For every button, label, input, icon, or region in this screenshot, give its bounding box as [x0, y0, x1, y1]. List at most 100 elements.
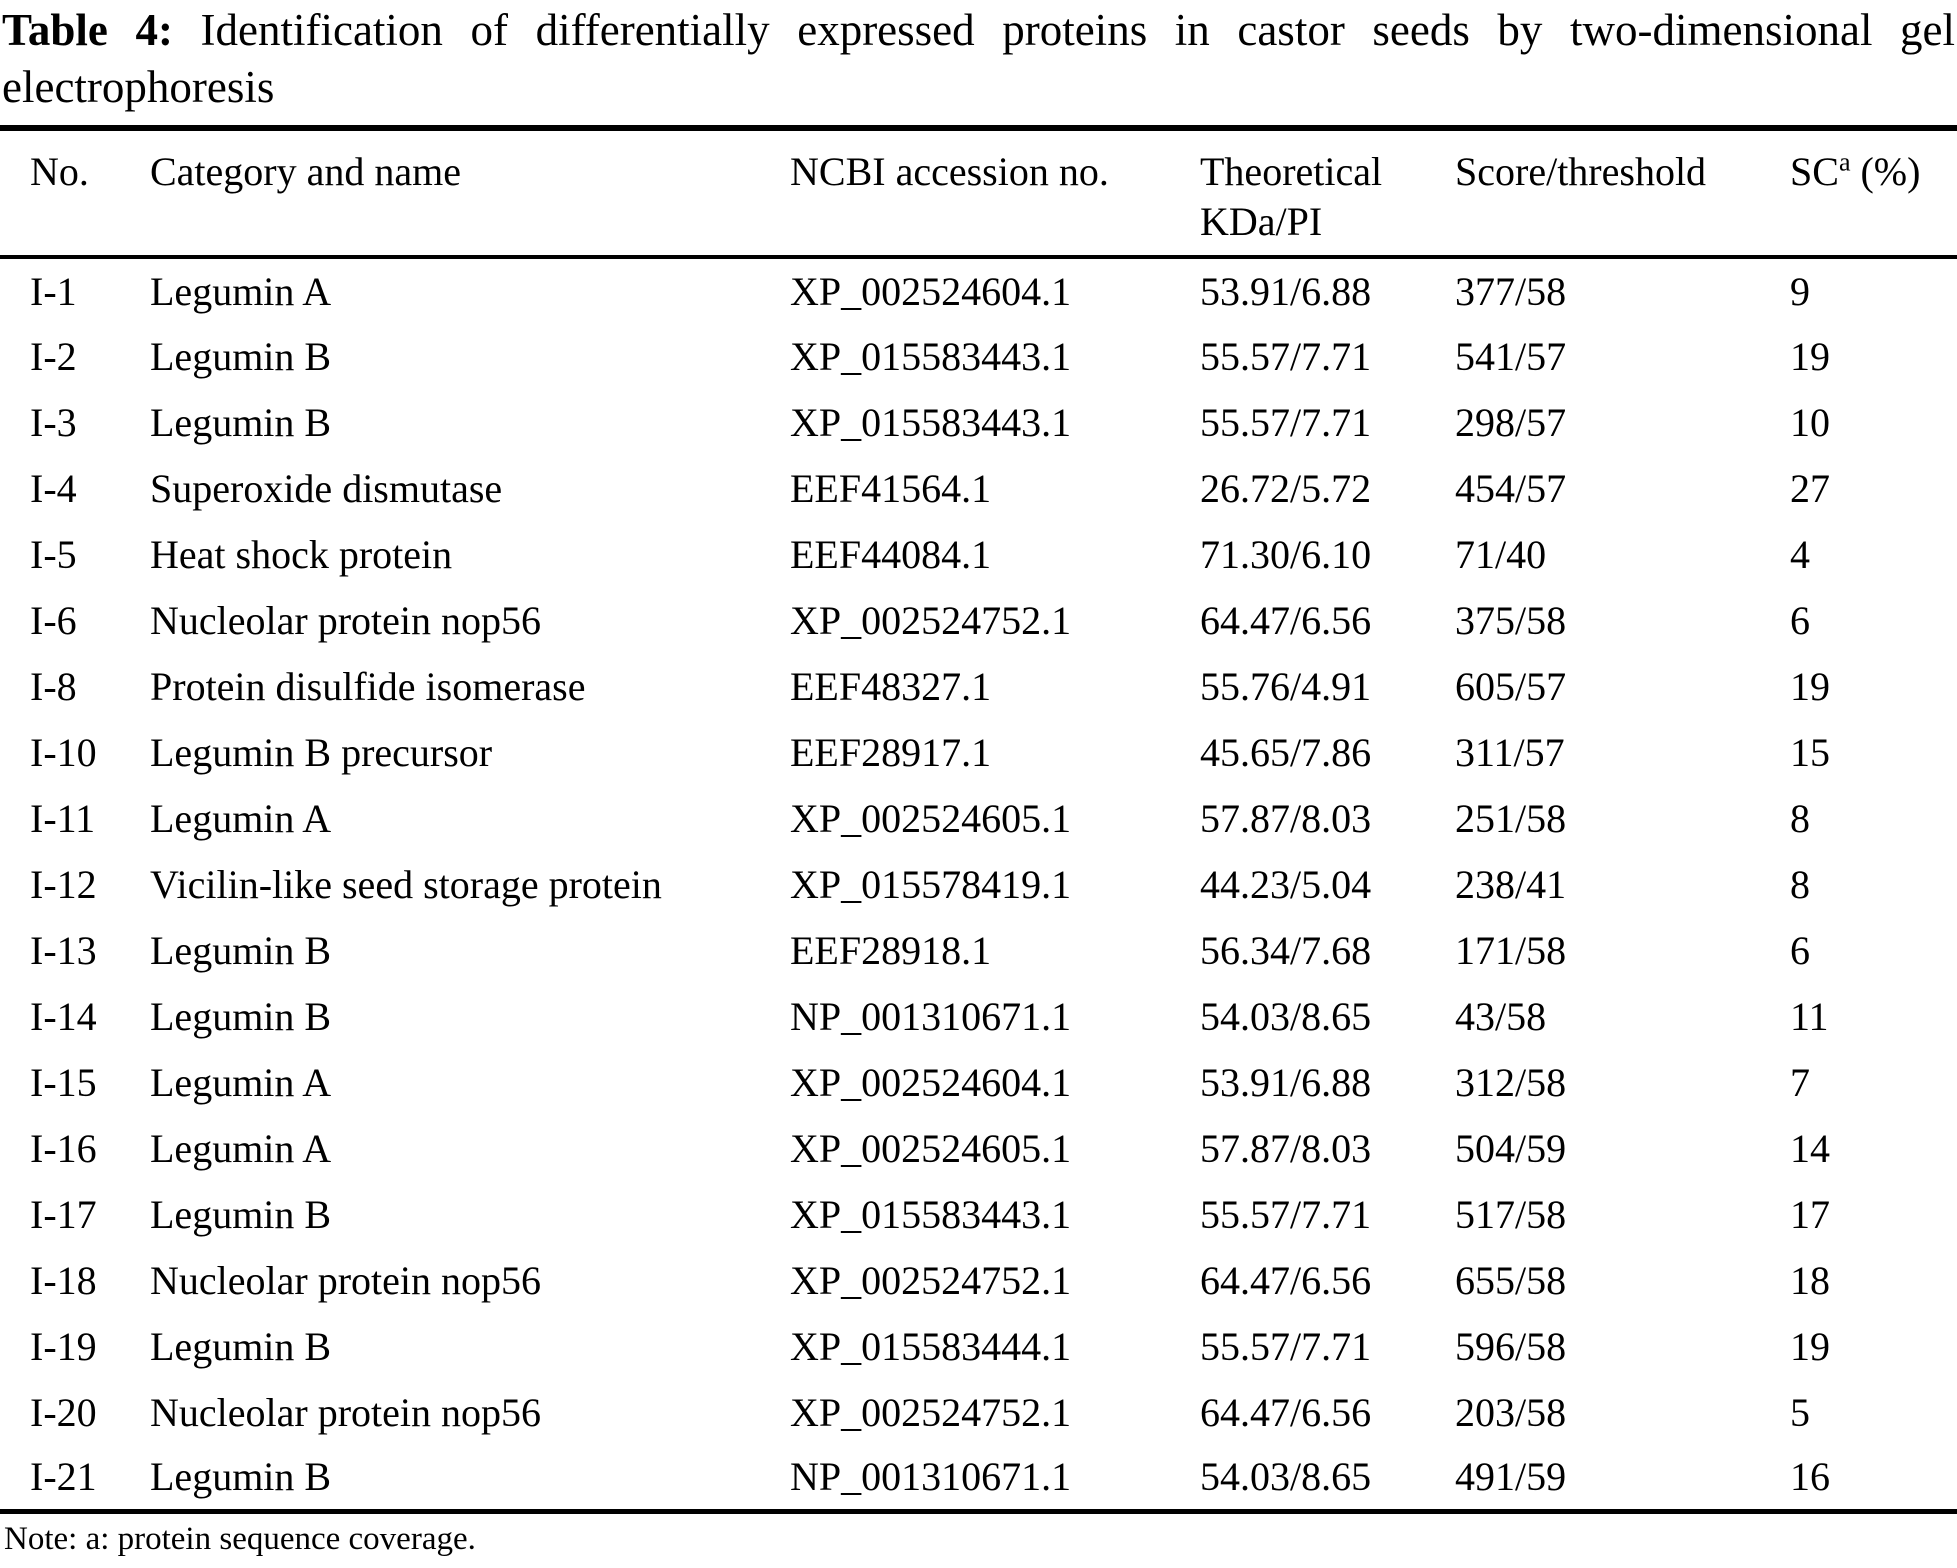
cell-score: 71/40 [1455, 531, 1547, 577]
cell-category: Legumin B precursor [150, 729, 493, 775]
cell-score: 43/58 [1455, 993, 1547, 1039]
cell-category: Legumin B [150, 1191, 332, 1237]
cell-sc: 19 [1790, 663, 1830, 709]
cell-accession: EEF44084.1 [790, 531, 992, 577]
cell-sc: 8 [1790, 861, 1810, 907]
cell-theoretical: 45.65/7.86 [1200, 729, 1372, 775]
cell-sc: 19 [1790, 333, 1830, 379]
cell-theoretical: 44.23/5.04 [1200, 861, 1372, 907]
cell-no: I-15 [30, 1059, 97, 1105]
cell-theoretical: 64.47/6.56 [1200, 1257, 1372, 1303]
cell-category: Legumin A [150, 1059, 332, 1105]
cell-no: I-10 [30, 729, 97, 775]
cell-theoretical: 55.57/7.71 [1200, 1323, 1372, 1369]
cell-accession: EEF48327.1 [790, 663, 992, 709]
col-header-sc-suffix: (%) [1850, 149, 1921, 194]
table-row: I-21 Legumin B NP_001310671.1 54.03/8.65… [0, 1445, 1957, 1511]
cell-category: Legumin A [150, 268, 332, 314]
cell-score: 605/57 [1455, 663, 1567, 709]
col-header-theoretical-line1: Theoretical [1200, 149, 1383, 194]
cell-category: Legumin B [150, 993, 332, 1039]
table-label: Table 4: [2, 5, 173, 55]
cell-no: I-18 [30, 1257, 97, 1303]
cell-accession: XP_002524605.1 [790, 1125, 1072, 1171]
cell-category: Vicilin-like seed storage protein [150, 861, 662, 907]
cell-theoretical: 26.72/5.72 [1200, 465, 1372, 511]
cell-score: 375/58 [1455, 597, 1567, 643]
cell-score: 504/59 [1455, 1125, 1567, 1171]
cell-accession: EEF28918.1 [790, 927, 992, 973]
cell-accession: XP_015583443.1 [790, 333, 1072, 379]
cell-sc: 14 [1790, 1125, 1830, 1171]
cell-category: Superoxide dismutase [150, 465, 503, 511]
cell-category: Nucleolar protein nop56 [150, 1257, 541, 1303]
cell-theoretical: 55.76/4.91 [1200, 663, 1372, 709]
cell-theoretical: 54.03/8.65 [1200, 993, 1372, 1039]
caption-text-line2: electrophoresis [2, 62, 275, 112]
cell-sc: 11 [1790, 993, 1829, 1039]
table-row: I-11 Legumin A XP_002524605.1 57.87/8.03… [0, 785, 1957, 851]
table-row: I-17 Legumin B XP_015583443.1 55.57/7.71… [0, 1181, 1957, 1247]
cell-accession: XP_002524752.1 [790, 597, 1072, 643]
cell-no: I-12 [30, 861, 97, 907]
col-header-no: No. [0, 128, 150, 259]
cell-theoretical: 57.87/8.03 [1200, 1125, 1372, 1171]
cell-sc: 7 [1790, 1059, 1810, 1105]
cell-theoretical: 55.57/7.71 [1200, 399, 1372, 445]
col-header-sc-superscript: a [1838, 147, 1851, 177]
cell-theoretical: 64.47/6.56 [1200, 1389, 1372, 1435]
cell-no: I-6 [30, 597, 77, 643]
cell-score: 311/57 [1455, 729, 1565, 775]
cell-sc: 16 [1790, 1454, 1830, 1500]
cell-sc: 6 [1790, 927, 1810, 973]
cell-sc: 9 [1790, 268, 1810, 314]
cell-accession: XP_015578419.1 [790, 861, 1072, 907]
cell-score: 491/59 [1455, 1454, 1567, 1500]
cell-category: Legumin B [150, 399, 332, 445]
cell-sc: 18 [1790, 1257, 1830, 1303]
col-header-score: Score/threshold [1455, 128, 1790, 259]
cell-no: I-21 [30, 1454, 97, 1500]
cell-theoretical: 64.47/6.56 [1200, 597, 1372, 643]
table-row: I-8 Protein disulfide isomerase EEF48327… [0, 653, 1957, 719]
cell-score: 312/58 [1455, 1059, 1567, 1105]
cell-score: 251/58 [1455, 795, 1567, 841]
cell-accession: XP_002524604.1 [790, 268, 1072, 314]
cell-no: I-3 [30, 399, 77, 445]
cell-category: Nucleolar protein nop56 [150, 597, 541, 643]
cell-accession: NP_001310671.1 [790, 1454, 1072, 1500]
cell-score: 541/57 [1455, 333, 1567, 379]
cell-theoretical: 71.30/6.10 [1200, 531, 1372, 577]
cell-accession: NP_001310671.1 [790, 993, 1072, 1039]
cell-category: Legumin B [150, 1454, 332, 1500]
cell-sc: 10 [1790, 399, 1830, 445]
caption-text-line1: Identification of differentially express… [200, 5, 1956, 55]
cell-theoretical: 54.03/8.65 [1200, 1454, 1372, 1500]
cell-sc: 19 [1790, 1323, 1830, 1369]
cell-no: I-2 [30, 333, 77, 379]
table-row: I-13 Legumin B EEF28918.1 56.34/7.68 171… [0, 917, 1957, 983]
cell-no: I-13 [30, 927, 97, 973]
cell-accession: XP_015583444.1 [790, 1323, 1072, 1369]
cell-accession: EEF28917.1 [790, 729, 992, 775]
table-row: I-4 Superoxide dismutase EEF41564.1 26.7… [0, 455, 1957, 521]
col-header-sc-text: SC [1790, 149, 1839, 194]
table-row: I-2 Legumin B XP_015583443.1 55.57/7.71 … [0, 323, 1957, 389]
cell-no: I-11 [30, 795, 96, 841]
table-row: I-19 Legumin B XP_015583444.1 55.57/7.71… [0, 1313, 1957, 1379]
cell-accession: XP_015583443.1 [790, 1191, 1072, 1237]
cell-accession: XP_002524605.1 [790, 795, 1072, 841]
table-row: I-16 Legumin A XP_002524605.1 57.87/8.03… [0, 1115, 1957, 1181]
cell-accession: XP_002524604.1 [790, 1059, 1072, 1105]
cell-score: 203/58 [1455, 1389, 1567, 1435]
cell-category: Nucleolar protein nop56 [150, 1389, 541, 1435]
cell-no: I-20 [30, 1389, 97, 1435]
cell-theoretical: 55.57/7.71 [1200, 333, 1372, 379]
cell-no: I-14 [30, 993, 97, 1039]
cell-accession: XP_002524752.1 [790, 1389, 1072, 1435]
table-note: Note: a: protein sequence coverage. [4, 1520, 476, 1557]
cell-sc: 8 [1790, 795, 1810, 841]
cell-category: Legumin A [150, 1125, 332, 1171]
cell-accession: XP_002524752.1 [790, 1257, 1072, 1303]
